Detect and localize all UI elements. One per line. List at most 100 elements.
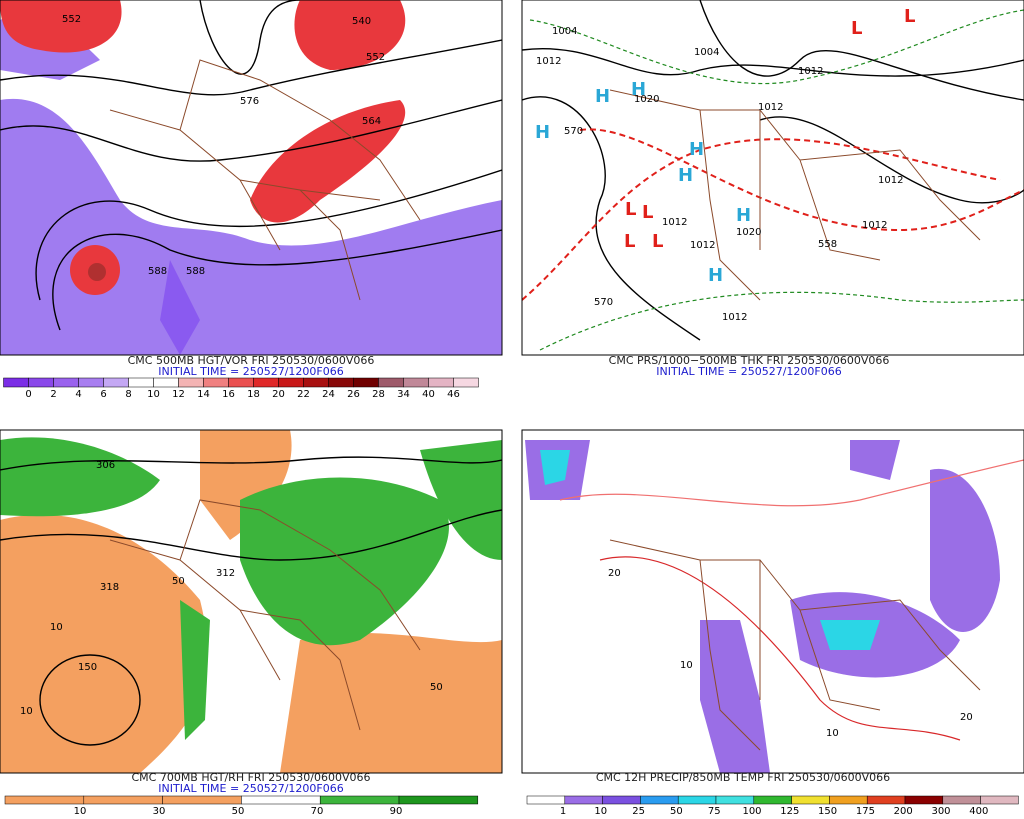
colorbar-label: 12 — [172, 389, 185, 400]
colorbar-swatch — [942, 795, 981, 805]
colorbar-label: 18 — [247, 389, 260, 400]
colorbar-swatch — [78, 377, 104, 388]
contour-label: 20 — [960, 712, 973, 723]
colorbar-swatch — [83, 795, 163, 805]
colorbar-swatch — [398, 795, 479, 805]
colorbar-swatch — [353, 377, 379, 388]
low-marker: L — [851, 18, 862, 39]
colorbar-label: 2 — [50, 389, 56, 400]
colorbar-swatch — [328, 377, 354, 388]
contour-label: 1012 — [690, 240, 715, 251]
colorbar-label: 100 — [742, 806, 761, 817]
colorbar-label: 26 — [347, 389, 360, 400]
colorbar-swatch — [28, 377, 54, 388]
colorbar-swatch — [453, 377, 479, 388]
low-marker: L — [642, 202, 653, 223]
low-marker: L — [624, 231, 635, 252]
colorbar-swatch — [253, 377, 279, 388]
contour-label: 1012 — [722, 312, 747, 323]
contour-label: 576 — [240, 96, 259, 107]
contour-label: 1012 — [758, 102, 783, 113]
contour-label: 588 — [148, 266, 167, 277]
colorbar-label: 300 — [931, 806, 950, 817]
contour-label: 10 — [826, 728, 839, 739]
colorbar-label: 0 — [25, 389, 31, 400]
contour-label: 552 — [366, 52, 385, 63]
contour-label: 10 — [680, 660, 693, 671]
colorbar-label: 125 — [780, 806, 799, 817]
high-marker: H — [689, 139, 704, 160]
contour-label: 1012 — [536, 56, 561, 67]
panel-caption: CMC 500MB HGT/VOR FRI 250530/0600V066 — [128, 354, 375, 367]
colorbar-label: 6 — [100, 389, 106, 400]
contour-label: 10 — [20, 706, 33, 717]
panel-500mb: 552 540 552 576 564 588 588 CMC 500MB HG… — [0, 0, 503, 378]
colorbar-label: 24 — [322, 389, 335, 400]
colorbar-swatch — [980, 795, 1019, 805]
contour-label: 1012 — [878, 175, 903, 186]
colorbar-swatch — [228, 377, 254, 388]
colorbar-swatch — [162, 795, 242, 805]
high-marker: H — [708, 265, 723, 286]
colorbar-label: 50 — [232, 806, 245, 817]
colorbar-label: 16 — [222, 389, 235, 400]
colorbar-swatch — [303, 377, 329, 388]
panel-caption: CMC 12H PRECIP/850MB TEMP FRI 250530/060… — [596, 771, 890, 784]
contour-label: 588 — [186, 266, 205, 277]
contour-label: 1004 — [552, 26, 577, 37]
initial-time: INITIAL TIME = 250527/1200F066 — [158, 782, 343, 795]
colorbar-swatch — [241, 795, 321, 805]
initial-time: INITIAL TIME = 250527/1200F066 — [656, 365, 841, 378]
contour-label: 540 — [352, 16, 371, 27]
contour-label: 1004 — [694, 47, 719, 58]
colorbar-swatch — [53, 377, 79, 388]
colorbar-swatch — [677, 795, 717, 805]
colorbar-swatch — [4, 795, 85, 805]
colorbar-label: 8 — [125, 389, 131, 400]
colorbar-swatch — [178, 377, 204, 388]
contour-label: 1020 — [736, 227, 761, 238]
high-marker: H — [631, 79, 646, 100]
colorbar-swatch — [128, 377, 154, 388]
colorbar-label: 400 — [969, 806, 988, 817]
colorbar-label: 70 — [311, 806, 324, 817]
colorbar-label: 40 — [422, 389, 435, 400]
colorbar-swatch — [866, 795, 906, 805]
panel-precip: 20 10 10 20 CMC 12H PRECIP/850MB TEMP FR… — [521, 429, 1024, 784]
colorbar-swatch — [319, 795, 400, 805]
colorbar-swatch — [103, 377, 129, 388]
colorbar-label: 30 — [153, 806, 166, 817]
colorbar-label: 4 — [75, 389, 81, 400]
colorbar-label: 50 — [670, 806, 683, 817]
contour-label: 10 — [50, 622, 63, 633]
colorbar-swatch — [829, 795, 868, 805]
colorbar-swatch — [3, 377, 29, 388]
map: 1004 1012 1004 1012 1020 1012 1012 1012 … — [522, 0, 1024, 355]
contour-label: 570 — [594, 297, 613, 308]
panel-caption: CMC 700MB HGT/RH FRI 250530/0600V066 — [131, 771, 370, 784]
high-marker: H — [678, 165, 693, 186]
contour-label: 318 — [100, 582, 119, 593]
map: 20 10 10 20 — [522, 430, 1024, 773]
high-marker: H — [535, 122, 550, 143]
colorbar-swatch — [904, 795, 944, 805]
colorbar-label: 75 — [708, 806, 721, 817]
colorbar-label: 14 — [197, 389, 210, 400]
contour-label: 50 — [430, 682, 443, 693]
colorbar-swatch — [640, 795, 679, 805]
contour-label: 1012 — [862, 220, 887, 231]
colorbar-label: 10 — [74, 806, 87, 817]
initial-time: INITIAL TIME = 250527/1200F066 — [158, 365, 343, 378]
contour-label: 20 — [608, 568, 621, 579]
contour-label: 1020 — [634, 94, 659, 105]
colorbar: 10 30 50 70 90 — [4, 795, 479, 817]
colorbar-swatch — [715, 795, 755, 805]
colorbar-label: 150 — [818, 806, 837, 817]
low-marker: L — [625, 199, 636, 220]
panel-caption: CMC PRS/1000−500MB THK FRI 250530/0600V0… — [609, 354, 890, 367]
contour-label: 150 — [78, 662, 97, 673]
contour-label: 570 — [564, 126, 583, 137]
colorbar-swatch — [278, 377, 304, 388]
colorbar-swatch — [428, 377, 454, 388]
high-marker: H — [736, 205, 751, 226]
